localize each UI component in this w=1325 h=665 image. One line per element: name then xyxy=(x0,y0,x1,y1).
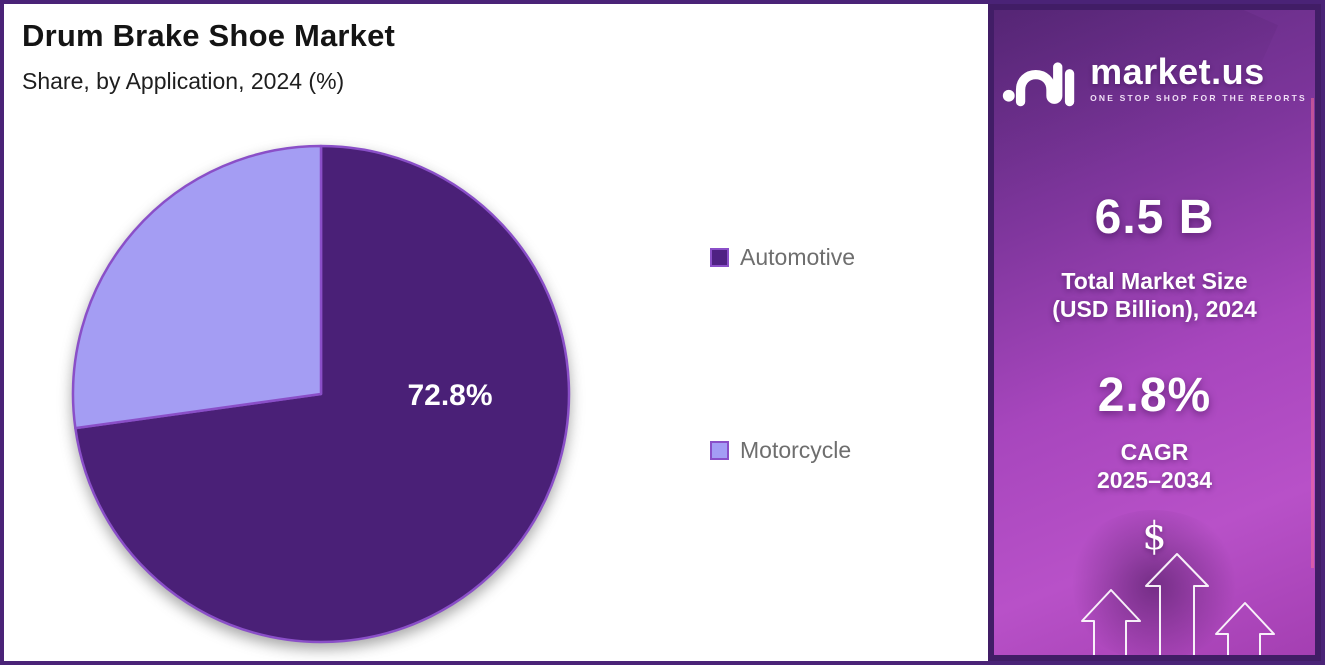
up-arrow-left xyxy=(1081,589,1141,655)
brand-logo: market.us ONE STOP SHOP FOR THE REPORTS xyxy=(994,46,1315,110)
growth-arrows-icon xyxy=(1081,553,1275,655)
legend-swatch-automotive xyxy=(710,248,729,267)
legend-item-motorcycle: Motorcycle xyxy=(710,437,855,464)
chart-panel: Drum Brake Shoe Market Share, by Applica… xyxy=(4,4,988,661)
cagr-label-line2: 2025–2034 xyxy=(1096,467,1213,493)
legend-label-automotive: Automotive xyxy=(740,244,856,270)
cagr-label-line1: CAGR xyxy=(1120,439,1189,465)
chart-legend: Automotive Motorcycle xyxy=(710,244,855,464)
legend-swatch-motorcycle xyxy=(710,441,729,460)
dollar-icon: $ xyxy=(1142,514,1167,558)
pie-data-label-automotive: 72.8% xyxy=(407,379,492,412)
legend-item-automotive: Automotive xyxy=(710,244,855,271)
up-arrow-right xyxy=(1215,602,1275,655)
brand-tagline: ONE STOP SHOP FOR THE REPORTS xyxy=(1090,92,1307,103)
pie-chart: 72.8% xyxy=(71,144,571,644)
photo-accent-strip xyxy=(1311,98,1314,568)
chart-subtitle: Share, by Application, 2024 (%) xyxy=(22,68,345,94)
chart-title: Drum Brake Shoe Market xyxy=(22,18,396,53)
brand-text-block: market.us ONE STOP SHOP FOR THE REPORTS xyxy=(1090,50,1307,103)
brand-name: market.us xyxy=(1090,50,1265,92)
cagr-value: 2.8% xyxy=(1097,369,1212,422)
pie-slice-motorcycle xyxy=(71,144,323,430)
sidebar-panel: market.us ONE STOP SHOP FOR THE REPORTS … xyxy=(994,10,1315,655)
market-size-label: Total Market Size (USD Billion), 2024 xyxy=(994,267,1315,323)
cagr-label: CAGR 2025–2034 xyxy=(994,438,1315,494)
up-arrow-middle xyxy=(1145,553,1209,655)
market-size-value: 6.5 B xyxy=(1094,191,1215,244)
sidebar: market.us ONE STOP SHOP FOR THE REPORTS … xyxy=(988,4,1321,661)
market-size-label-line2: (USD Billion), 2024 xyxy=(1052,296,1257,322)
market-size-label-line1: Total Market Size xyxy=(1061,268,1248,294)
marketus-logo-icon xyxy=(1002,62,1075,107)
legend-label-motorcycle: Motorcycle xyxy=(740,437,852,463)
